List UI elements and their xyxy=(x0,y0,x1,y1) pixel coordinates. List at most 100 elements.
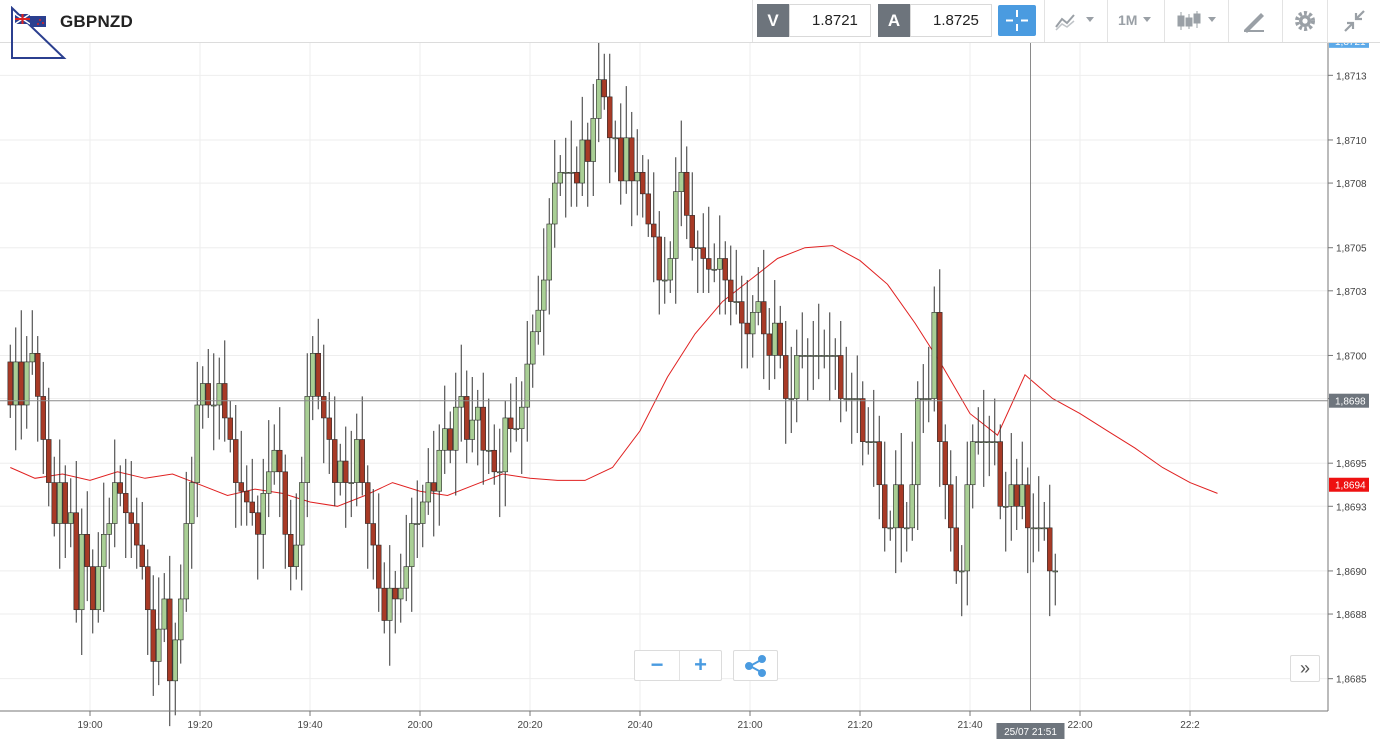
bear-candle-body xyxy=(167,598,173,682)
bull-candle-body xyxy=(453,406,459,451)
candle xyxy=(194,361,200,518)
candle xyxy=(612,120,618,173)
x-tick-label: 20:40 xyxy=(627,720,652,731)
candle xyxy=(277,407,283,518)
bear-candle-body xyxy=(1014,484,1020,507)
bull-candle-body xyxy=(271,449,277,473)
candle xyxy=(469,377,475,453)
candle xyxy=(898,433,904,563)
bull-candle-body xyxy=(530,331,536,365)
buy-price[interactable]: 1.8725 xyxy=(910,4,992,37)
bear-candle-body xyxy=(227,417,233,440)
bull-candle-body xyxy=(1052,570,1058,573)
candle xyxy=(629,111,635,227)
gear-icon[interactable] xyxy=(1292,9,1318,33)
candlestick-icon[interactable] xyxy=(1176,9,1222,33)
bear-candle-body xyxy=(62,482,68,524)
candle xyxy=(997,424,1003,520)
candle xyxy=(7,344,13,418)
candle xyxy=(90,549,96,634)
candle xyxy=(24,336,30,429)
collapse-arrows-icon[interactable] xyxy=(1342,9,1368,33)
candle xyxy=(189,456,195,569)
bear-candle-body xyxy=(783,355,789,399)
toolbar-separator xyxy=(752,0,753,42)
pencil-ruler-icon[interactable] xyxy=(1241,9,1267,33)
timeframe-selector[interactable]: 1M xyxy=(1118,12,1138,28)
line-chart-icon[interactable] xyxy=(1054,9,1100,33)
bear-candle-body xyxy=(117,482,123,494)
bull-candle-body xyxy=(68,512,74,524)
candle xyxy=(13,327,19,451)
bull-candle-body xyxy=(579,139,585,184)
candle xyxy=(739,275,745,369)
candle xyxy=(920,364,926,434)
flag-triangle-logo xyxy=(11,6,67,59)
x-tick-label: 22:00 xyxy=(1067,720,1092,731)
y-tick-label: 1,8700 xyxy=(1336,351,1367,362)
bull-candle-body xyxy=(854,398,860,400)
bear-candle-body xyxy=(139,544,145,567)
bull-candle-body xyxy=(821,355,827,357)
bear-candle-body xyxy=(205,383,211,406)
candle xyxy=(1008,433,1014,541)
candle xyxy=(871,389,877,487)
candle xyxy=(574,146,580,207)
candle xyxy=(601,53,607,110)
candle xyxy=(354,413,360,507)
bull-candle-body xyxy=(216,383,222,406)
x-tick-label: 19:20 xyxy=(187,720,212,731)
candle xyxy=(79,508,85,655)
candle xyxy=(51,456,57,537)
candle xyxy=(860,381,866,466)
buy-label[interactable]: A xyxy=(878,4,910,37)
zoom-out-button[interactable]: − xyxy=(650,652,664,677)
sell-label[interactable]: V xyxy=(757,4,789,37)
candle xyxy=(535,275,541,345)
candle xyxy=(398,553,404,623)
crosshair-button[interactable] xyxy=(998,5,1036,36)
bull-candle-body xyxy=(189,482,195,524)
candle xyxy=(156,577,162,686)
sell-price[interactable]: 1.8721 xyxy=(789,4,871,37)
candle xyxy=(475,389,481,466)
bear-candle-body xyxy=(953,527,959,572)
bull-candle-body xyxy=(425,482,431,503)
bull-candle-body xyxy=(772,322,778,356)
y-tick-label: 1,8710 xyxy=(1336,136,1367,147)
chart-grid xyxy=(0,43,1328,711)
bull-candle-body xyxy=(387,587,393,621)
bull-candle-body xyxy=(442,428,448,451)
candle xyxy=(640,155,646,218)
bear-candle-body xyxy=(128,512,134,524)
candle xyxy=(238,430,244,526)
scroll-right-button[interactable]: » xyxy=(1290,655,1320,682)
zoom-in-button[interactable]: + xyxy=(679,651,721,680)
bull-candle-body xyxy=(403,566,409,589)
candle xyxy=(843,346,849,412)
bear-candle-body xyxy=(84,534,90,567)
bull-candle-body xyxy=(299,482,305,546)
bull-candle-body xyxy=(964,484,970,572)
chevron-down-icon[interactable] xyxy=(1142,9,1156,33)
bear-candle-body xyxy=(90,566,96,611)
bull-candle-body xyxy=(1019,484,1025,507)
bull-candle-body xyxy=(95,566,101,611)
bear-candle-body xyxy=(326,417,332,440)
candle xyxy=(299,456,305,591)
bear-candle-body xyxy=(882,484,888,529)
bull-candle-body xyxy=(755,301,761,313)
bull-candle-body xyxy=(486,449,492,452)
y-tick-label: 1,8693 xyxy=(1336,502,1367,513)
candle xyxy=(447,411,453,464)
candle xyxy=(722,241,728,315)
bull-candle-body xyxy=(178,598,184,641)
bear-candle-body xyxy=(150,609,156,662)
candle xyxy=(618,103,624,205)
candle xyxy=(728,245,734,326)
bear-candle-body xyxy=(255,512,261,535)
candle xyxy=(904,501,910,552)
share-button[interactable] xyxy=(733,650,778,681)
candle xyxy=(700,213,706,293)
